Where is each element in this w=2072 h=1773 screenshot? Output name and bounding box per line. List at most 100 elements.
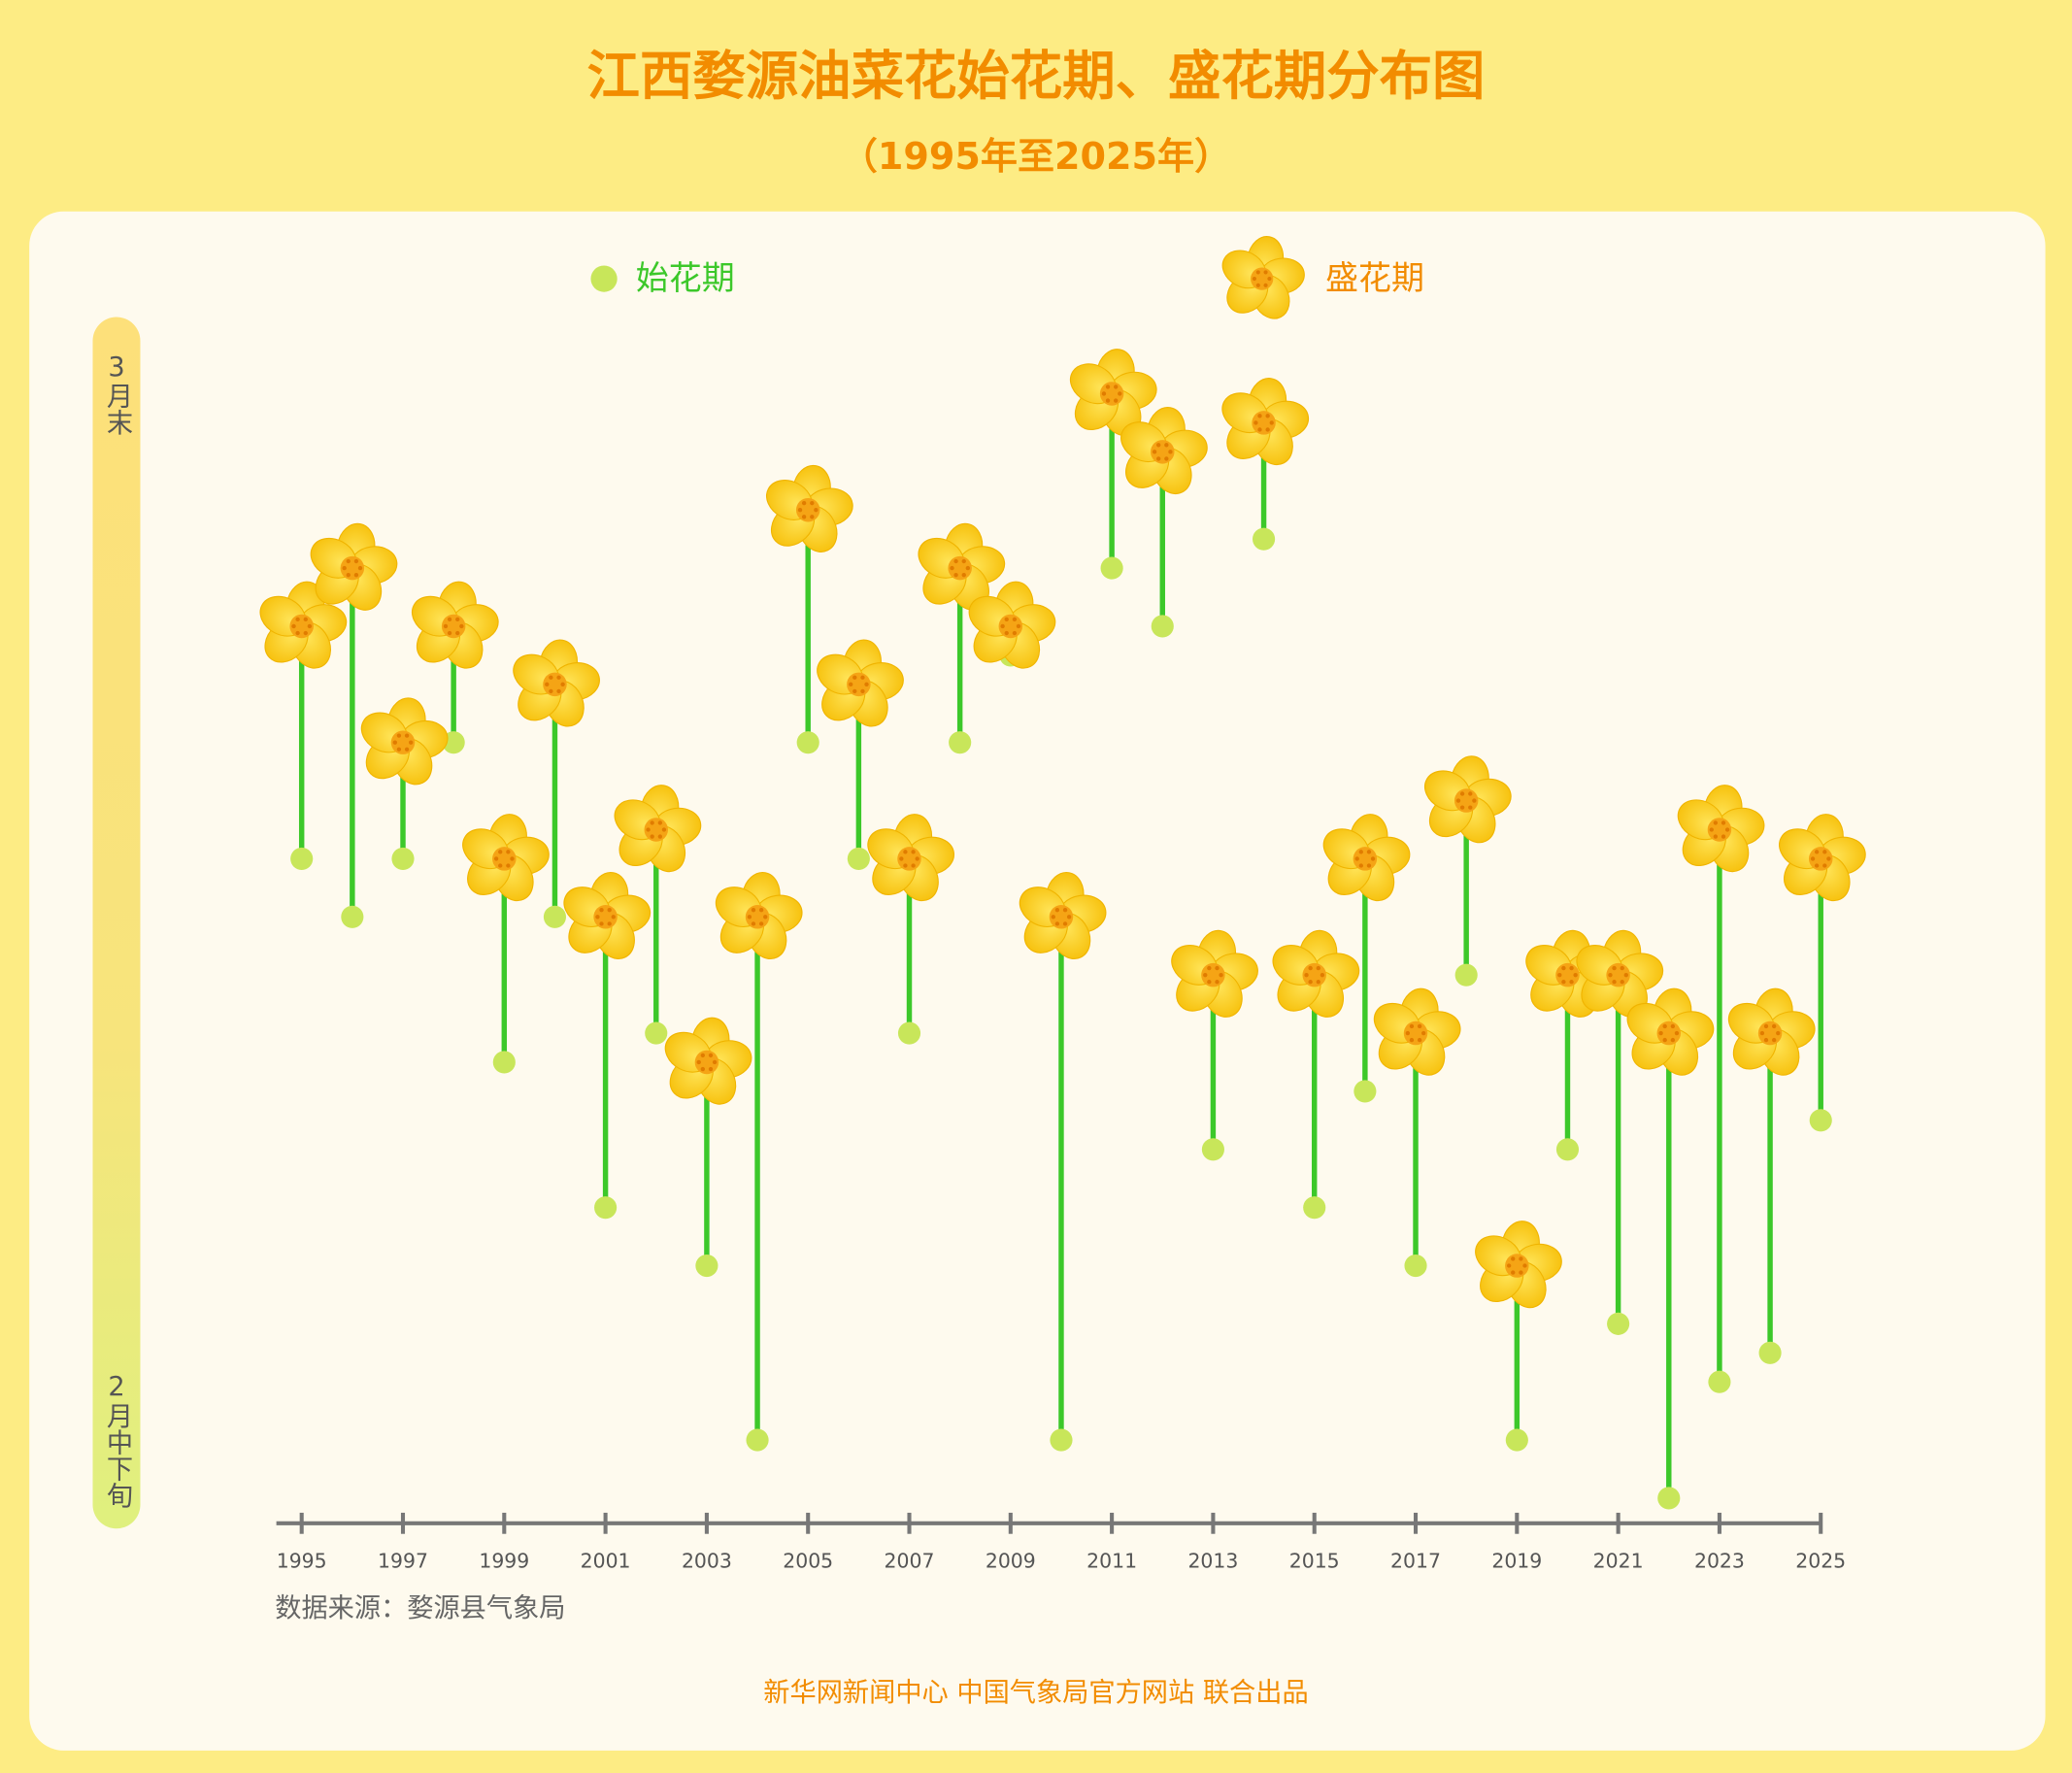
stamen — [1522, 1263, 1527, 1268]
stamen — [903, 863, 908, 868]
stamen — [295, 617, 300, 622]
x-tick-label: 1999 — [479, 1549, 529, 1572]
stamen — [1062, 908, 1068, 913]
start-dot — [492, 1051, 516, 1074]
flower — [1019, 871, 1107, 959]
stamen — [357, 565, 363, 571]
x-tick-label: 2017 — [1390, 1549, 1441, 1572]
stamen — [556, 675, 561, 680]
stamen — [1417, 1023, 1422, 1029]
stamen — [1561, 965, 1566, 971]
stamen — [899, 856, 904, 861]
stamen — [506, 863, 511, 868]
x-tick-label: 2013 — [1187, 1549, 1238, 1572]
flower-center — [289, 614, 314, 639]
stamen — [346, 572, 351, 578]
stamen — [801, 515, 807, 519]
start-dot — [746, 1428, 769, 1452]
flower — [715, 871, 803, 959]
stamen — [1255, 283, 1260, 287]
start-dot — [847, 847, 870, 870]
stamen — [1506, 1263, 1512, 1268]
stamen — [700, 1053, 706, 1058]
stamen — [1724, 827, 1730, 832]
x-tick-label: 2005 — [783, 1549, 833, 1572]
stamen — [696, 1059, 701, 1065]
stamen — [763, 915, 768, 920]
x-tick-label: 2011 — [1086, 1549, 1137, 1572]
stamen — [953, 558, 958, 564]
stamen — [1316, 965, 1320, 971]
flower — [817, 639, 904, 727]
stamen — [650, 820, 654, 825]
stamen — [1670, 1037, 1676, 1043]
stamen — [1519, 1256, 1523, 1261]
stamen — [1012, 630, 1018, 636]
flower — [1221, 236, 1305, 319]
start-dot — [1758, 1341, 1782, 1364]
stamen — [493, 856, 499, 861]
start-dot — [1555, 1138, 1580, 1161]
x-tick-label: 2007 — [885, 1549, 935, 1572]
stamen — [396, 747, 402, 752]
stamen — [291, 623, 296, 629]
x-tick-label: 2009 — [986, 1549, 1036, 1572]
stamen — [1674, 1030, 1680, 1036]
stamen — [1417, 1037, 1422, 1043]
flower — [1373, 987, 1461, 1076]
flower — [360, 697, 449, 786]
stamen — [1814, 863, 1820, 868]
flower — [1677, 785, 1765, 873]
start-dot — [949, 731, 972, 754]
stamen — [1255, 270, 1260, 275]
stamen — [1405, 1030, 1411, 1036]
start-dot — [1708, 1370, 1731, 1393]
stamen — [346, 558, 351, 564]
flower-center — [1099, 382, 1124, 406]
stamen — [1620, 965, 1624, 971]
start-dot — [290, 847, 314, 870]
stamen — [295, 630, 300, 636]
stamen — [860, 675, 865, 680]
stamen — [459, 623, 464, 629]
stamen — [1557, 972, 1562, 978]
stamen — [1062, 921, 1068, 926]
flower-center — [998, 614, 1023, 639]
stamen — [708, 1053, 714, 1058]
flower-center — [795, 497, 820, 522]
stamen — [1662, 1037, 1667, 1043]
flower-center — [1757, 1020, 1783, 1046]
stamen — [1054, 921, 1060, 926]
x-tick-label: 2023 — [1694, 1549, 1745, 1572]
stamen — [1623, 972, 1628, 978]
source-note: 数据来源：婺源县气象局 — [275, 1593, 565, 1623]
flower — [1221, 378, 1310, 466]
panel — [29, 211, 2046, 1751]
stamen — [864, 682, 869, 686]
stamen — [1822, 850, 1827, 854]
stamen — [849, 682, 853, 686]
start-dot — [796, 731, 819, 754]
stamen — [1366, 863, 1372, 868]
stamen — [1156, 443, 1161, 448]
stamen — [1101, 391, 1107, 396]
stamen — [599, 908, 604, 913]
stamen — [303, 617, 308, 622]
stamen — [1713, 834, 1719, 839]
stamen — [1253, 420, 1258, 425]
stamen — [758, 921, 764, 926]
stamen — [595, 915, 600, 920]
stamen — [1105, 385, 1111, 389]
stamen — [556, 688, 561, 694]
stamen — [1263, 270, 1268, 275]
stamen — [1810, 856, 1816, 861]
x-tick-label: 2003 — [682, 1549, 732, 1572]
stamen — [1267, 277, 1272, 282]
y-tick-label: 2月中下旬 — [101, 1372, 133, 1508]
stamen — [700, 1066, 706, 1072]
flower-center — [1251, 267, 1274, 290]
stamen — [961, 572, 966, 578]
stamen — [965, 565, 971, 571]
stamen — [1156, 456, 1161, 461]
stamen — [1219, 972, 1223, 978]
